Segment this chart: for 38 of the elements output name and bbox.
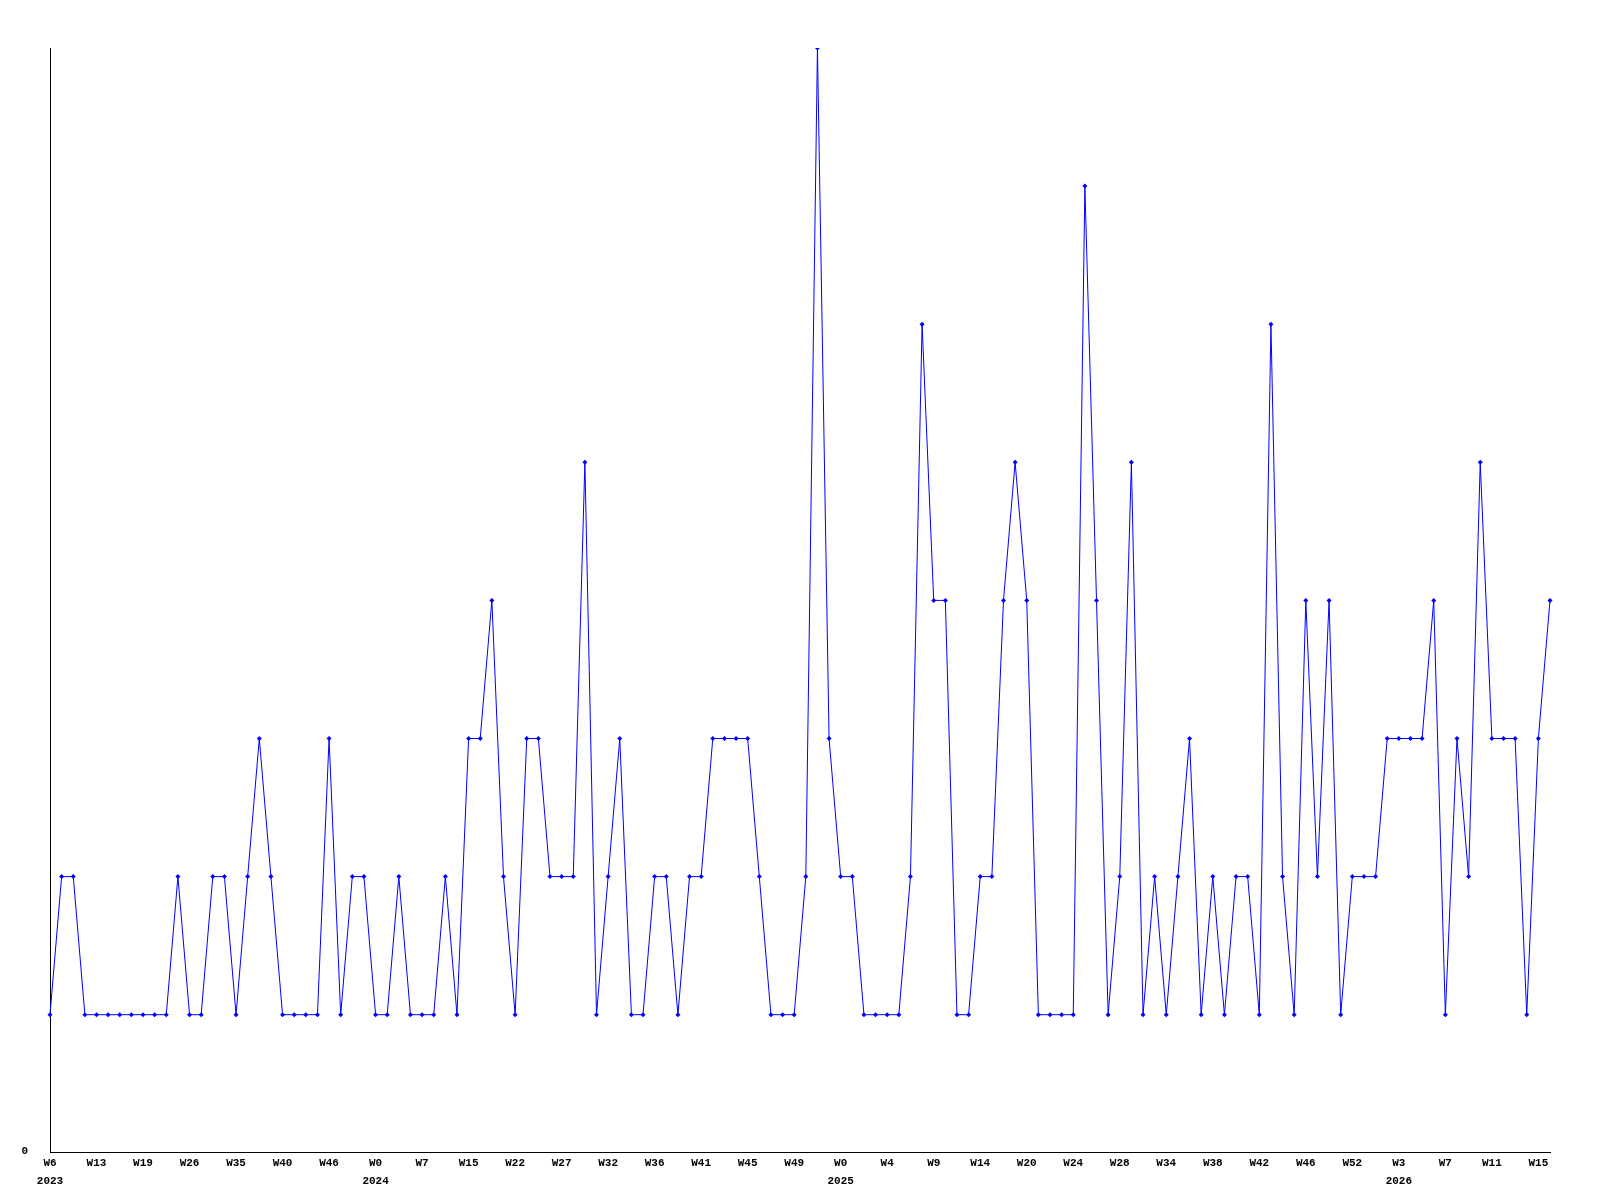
x-tick-label: W19 (133, 1157, 153, 1170)
x-tick-label: W11 (1481, 1157, 1503, 1170)
x-tick-label: W52 (1342, 1157, 1363, 1170)
x-tick-label: W42 (1249, 1157, 1270, 1170)
x-tick-label: W45 (737, 1157, 758, 1170)
x-tick-label: W36 (644, 1157, 665, 1170)
x-tick-label: W9 (927, 1157, 941, 1170)
x-tick-label: W0 (834, 1157, 848, 1170)
x-tick-label: W13 (86, 1157, 107, 1170)
text: 0 (21, 1144, 28, 1157)
x-tick-label: W6 (43, 1157, 57, 1170)
x-tick-label: W27 (551, 1157, 572, 1170)
x-tick-label: W35 (226, 1157, 247, 1170)
x-tick-label: W4 (880, 1157, 895, 1170)
x-tick-label: W34 (1156, 1157, 1177, 1170)
x-tick-label: W14 (970, 1157, 991, 1170)
x-tick-label: W41 (691, 1157, 712, 1170)
x-tick-label: W7 (415, 1157, 429, 1170)
x-tick-label: W49 (784, 1157, 805, 1170)
x-tick-label: W15 (458, 1157, 479, 1170)
x-tick-label: W38 (1202, 1157, 1224, 1170)
x-tick-label: W28 (1109, 1157, 1131, 1170)
x-tick-label: W24 (1063, 1157, 1084, 1170)
x-tick-label: W32 (598, 1157, 619, 1170)
text: 2023 (36, 1175, 64, 1188)
x-tick-label: W40 (272, 1157, 293, 1170)
text: 2024 (362, 1175, 390, 1188)
x-tick-label: W3 (1392, 1157, 1406, 1170)
x-tick-label: W22 (505, 1157, 526, 1170)
x-tick-label: W26 (179, 1157, 200, 1170)
x-tick-label: W0 (368, 1157, 383, 1170)
x-tick-label: W20 (1016, 1157, 1037, 1170)
x-tick-label: W46 (1295, 1157, 1316, 1170)
x-tick-label: W7 (1438, 1157, 1452, 1170)
x-tick-label: W46 (319, 1157, 339, 1170)
text: 2025 (827, 1175, 855, 1188)
x-tick-label: W15 (1528, 1157, 1549, 1170)
text: 2026 (1385, 1175, 1413, 1188)
